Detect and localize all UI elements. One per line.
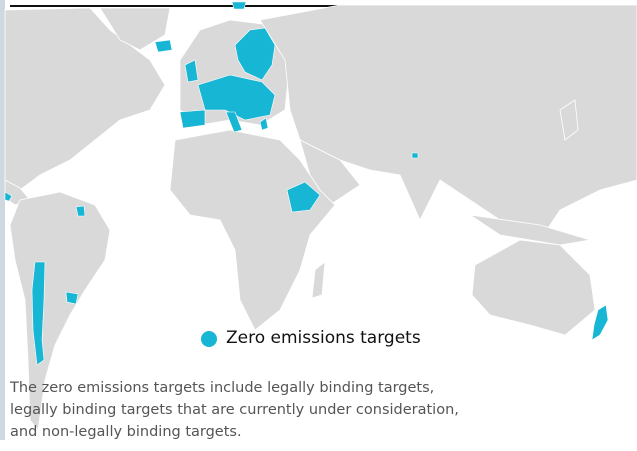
- legend-swatch: [201, 331, 217, 347]
- caption-line: legally binding targets that are current…: [10, 402, 459, 418]
- land: [4, 4, 637, 431]
- iberia: [179, 109, 206, 129]
- caption-line: The zero emissions targets include legal…: [10, 380, 435, 396]
- uk-ireland: [184, 59, 199, 83]
- guiana: [75, 205, 86, 217]
- svalbard: [231, 1, 247, 10]
- italy: [225, 111, 243, 133]
- nordics: [234, 27, 276, 81]
- side-bar: [0, 0, 5, 440]
- ethiopia: [286, 181, 321, 213]
- legend-label: Zero emissions targets: [226, 328, 421, 348]
- uruguay: [65, 291, 79, 305]
- greece: [259, 117, 269, 131]
- target-countries: [4, 1, 609, 366]
- new-zealand: [591, 304, 609, 341]
- chile: [31, 261, 46, 366]
- panama: [4, 191, 13, 202]
- central-europe: [197, 74, 276, 121]
- iceland: [154, 39, 173, 53]
- nepal: [411, 152, 419, 159]
- caption-line: and non-legally binding targets.: [10, 424, 242, 440]
